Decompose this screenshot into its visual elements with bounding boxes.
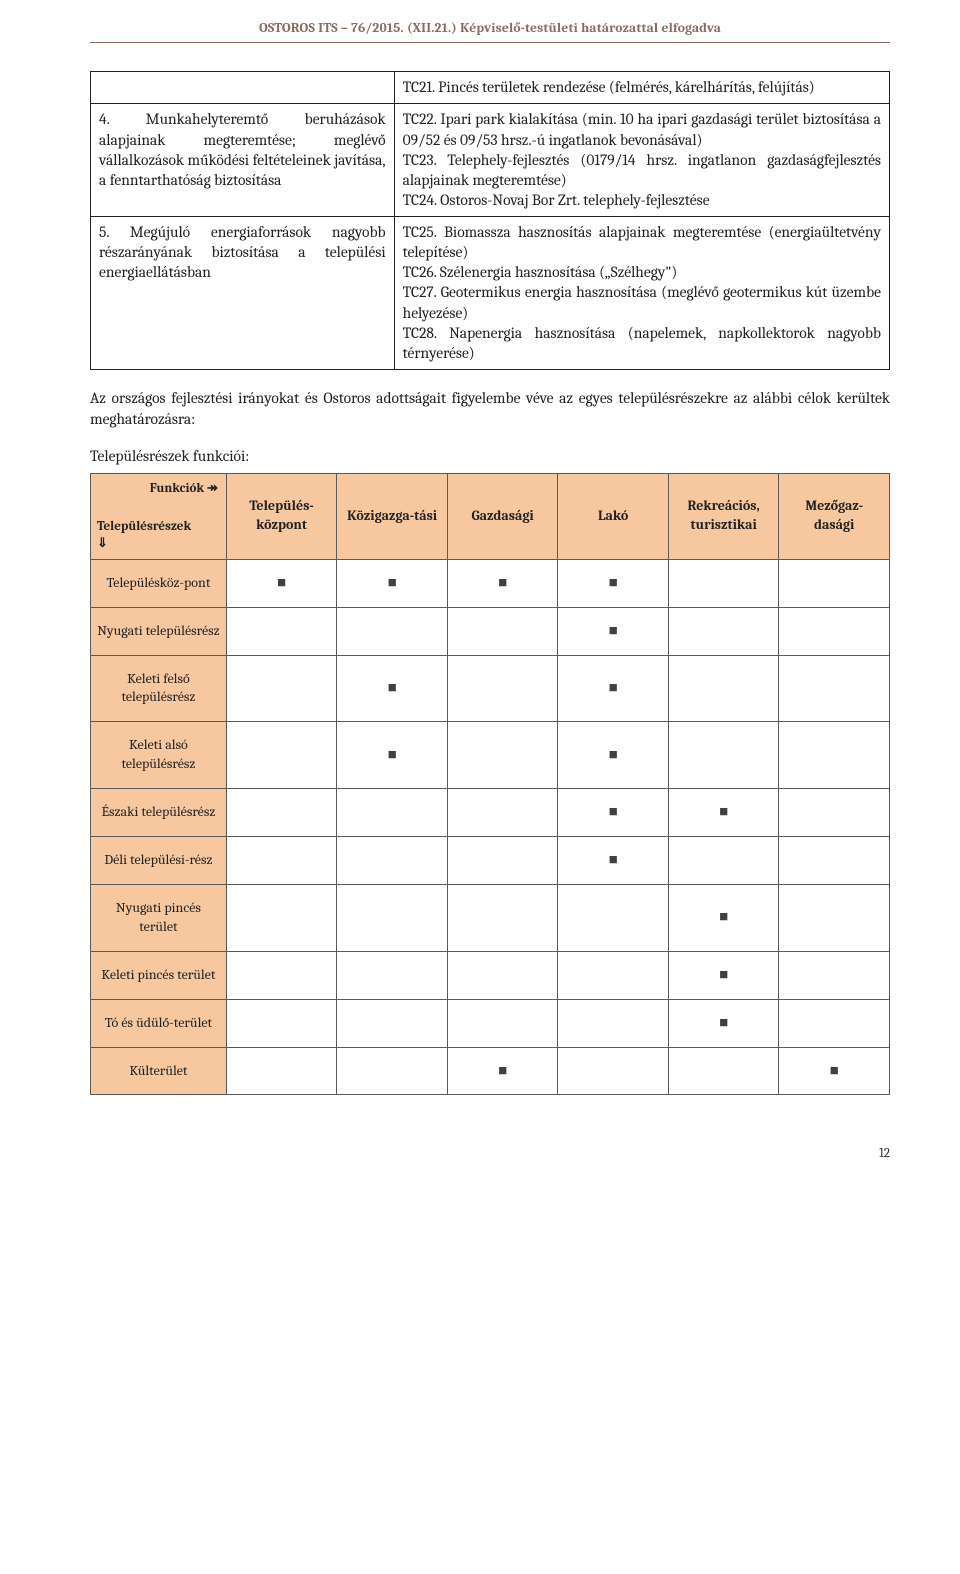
- matrix-cell: ■: [558, 722, 669, 789]
- matrix-cell: ■: [558, 655, 669, 722]
- matrix-cell: [226, 607, 337, 655]
- matrix-cell: [337, 951, 448, 999]
- matrix-row-header: Keleti pincés terület: [91, 951, 227, 999]
- matrix-cell: [337, 789, 448, 837]
- doc-header: OSTOROS ITS – 76/2015. (XII.21.) Képvise…: [90, 20, 890, 43]
- matrix-cell: [779, 722, 890, 789]
- matrix-cell: ■: [668, 789, 779, 837]
- matrix-cell: [668, 1047, 779, 1095]
- matrix-cell: [668, 607, 779, 655]
- matrix-cell: [447, 884, 558, 951]
- matrix-col-header: Lakó: [558, 473, 669, 559]
- matrix-cell: [447, 951, 558, 999]
- top-table: TC21. Pincés területek rendezése (felmér…: [90, 71, 890, 370]
- matrix-row-header: Nyugati településrész: [91, 607, 227, 655]
- matrix-row-header: Településköz-pont: [91, 559, 227, 607]
- matrix-cell: [226, 837, 337, 885]
- matrix-cell: [226, 951, 337, 999]
- matrix-cell: [226, 655, 337, 722]
- matrix-row-header: Keleti felső településrész: [91, 655, 227, 722]
- matrix-cell: [337, 837, 448, 885]
- matrix-cell: [447, 837, 558, 885]
- matrix-col-header: Település-központ: [226, 473, 337, 559]
- matrix-cell: [779, 999, 890, 1047]
- matrix-cell: ■: [226, 559, 337, 607]
- matrix-cell: ■: [558, 607, 669, 655]
- matrix-cell: ■: [668, 999, 779, 1047]
- matrix-cell: [558, 999, 669, 1047]
- intro-paragraph: Az országos fejlesztési irányokat és Ost…: [90, 388, 890, 430]
- matrix-row-header: Tó és üdülő-terület: [91, 999, 227, 1047]
- matrix-cell: ■: [337, 559, 448, 607]
- matrix-cell: ■: [668, 951, 779, 999]
- top-right-cell: TC25. Biomassza hasznosítás alapjainak m…: [394, 217, 889, 370]
- matrix-cell: [447, 655, 558, 722]
- matrix-cell: [447, 722, 558, 789]
- matrix-cell: [226, 1047, 337, 1095]
- top-left-cell: 5. Megújuló energiaforrások nagyobb rész…: [91, 217, 395, 370]
- matrix-cell: [668, 559, 779, 607]
- matrix-cell: [337, 999, 448, 1047]
- matrix-cell: [447, 607, 558, 655]
- matrix-cell: [226, 789, 337, 837]
- matrix-cell: [779, 789, 890, 837]
- matrix-col-header: Mezőgaz-dasági: [779, 473, 890, 559]
- matrix-cell: [779, 607, 890, 655]
- top-left-cell: 4. Munkahelyteremtő beruházások alapjain…: [91, 104, 395, 217]
- matrix-row-header: Északi településrész: [91, 789, 227, 837]
- matrix-cell: [779, 884, 890, 951]
- matrix-row-header: Nyugati pincés terület: [91, 884, 227, 951]
- matrix-cell: [447, 789, 558, 837]
- matrix-cell: [779, 951, 890, 999]
- matrix-cell: [558, 1047, 669, 1095]
- top-right-cell: TC21. Pincés területek rendezése (felmér…: [394, 72, 889, 104]
- matrix-cell: [558, 951, 669, 999]
- matrix-row-header: Külterület: [91, 1047, 227, 1095]
- matrix-col-header: Közigazga-tási: [337, 473, 448, 559]
- matrix-cell: ■: [447, 1047, 558, 1095]
- matrix-cell: [226, 999, 337, 1047]
- matrix-col-header: Gazdasági: [447, 473, 558, 559]
- matrix-cell: [668, 655, 779, 722]
- matrix-cell: [447, 999, 558, 1047]
- matrix-cell: [337, 607, 448, 655]
- matrix-cell: ■: [779, 1047, 890, 1095]
- matrix-cell: ■: [337, 722, 448, 789]
- matrix-cell: ■: [668, 884, 779, 951]
- corner-bottom-label: Településrészek⇓: [97, 518, 191, 553]
- matrix-col-header: Rekreációs, turisztikai: [668, 473, 779, 559]
- matrix-cell: [226, 884, 337, 951]
- matrix-cell: [226, 722, 337, 789]
- matrix-cell: ■: [447, 559, 558, 607]
- function-matrix: Funkciók ↠ Településrészek⇓ Település-kö…: [90, 473, 890, 1096]
- matrix-cell: [779, 837, 890, 885]
- matrix-corner-cell: Funkciók ↠ Településrészek⇓: [91, 473, 227, 559]
- matrix-cell: [779, 559, 890, 607]
- matrix-cell: ■: [337, 655, 448, 722]
- matrix-cell: [558, 884, 669, 951]
- matrix-cell: [337, 884, 448, 951]
- matrix-row-header: Keleti alsó településrész: [91, 722, 227, 789]
- matrix-cell: ■: [558, 789, 669, 837]
- matrix-cell: [668, 722, 779, 789]
- section-label: Településrészek funkciói:: [90, 446, 890, 467]
- page-number: 12: [90, 1145, 890, 1163]
- top-right-cell: TC22. Ipari park kialakítása (min. 10 ha…: [394, 104, 889, 217]
- matrix-cell: ■: [558, 559, 669, 607]
- matrix-cell: [779, 655, 890, 722]
- corner-top-label: Funkciók ↠: [150, 480, 218, 498]
- matrix-cell: ■: [558, 837, 669, 885]
- matrix-cell: [337, 1047, 448, 1095]
- matrix-cell: [668, 837, 779, 885]
- top-left-cell: [91, 72, 395, 104]
- matrix-row-header: Déli települési-rész: [91, 837, 227, 885]
